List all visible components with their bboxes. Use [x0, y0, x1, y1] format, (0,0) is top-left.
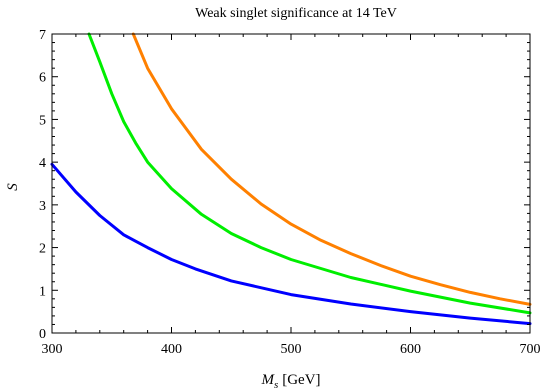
x-axis-label-unit: [GeV] [282, 372, 320, 388]
series-line-1 [50, 162, 532, 326]
y-tick-label: 0 [39, 327, 46, 342]
x-axis: 300 400 500 600 700 [42, 34, 541, 357]
y-tick-label: 3 [39, 199, 46, 214]
series-line-2 [87, 32, 532, 315]
series-group [50, 32, 532, 326]
x-axis-label: Ms [GeV] [260, 372, 320, 391]
x-axis-label-subscript: s [274, 379, 278, 391]
x-tick-label: 700 [520, 342, 541, 357]
x-tick-label: 400 [161, 342, 182, 357]
series-line-3 [131, 32, 532, 306]
y-tick-label: 4 [39, 156, 46, 171]
y-tick-label: 6 [39, 71, 46, 86]
y-tick-label: 5 [39, 113, 46, 128]
y-axis: 0 1 2 3 4 5 6 7 [39, 28, 530, 342]
x-tick-label: 500 [281, 342, 302, 357]
y-tick-label: 1 [39, 284, 46, 299]
y-axis-label: S [5, 183, 21, 191]
y-tick-label: 7 [39, 28, 46, 43]
x-tick-label: 300 [42, 342, 63, 357]
y-tick-label: 2 [39, 242, 46, 257]
x-tick-label: 600 [400, 342, 421, 357]
x-axis-label-symbol: M [260, 372, 275, 388]
y-axis-label-text: S [5, 183, 21, 191]
chart-title: Weak singlet significance at 14 TeV [195, 6, 397, 21]
